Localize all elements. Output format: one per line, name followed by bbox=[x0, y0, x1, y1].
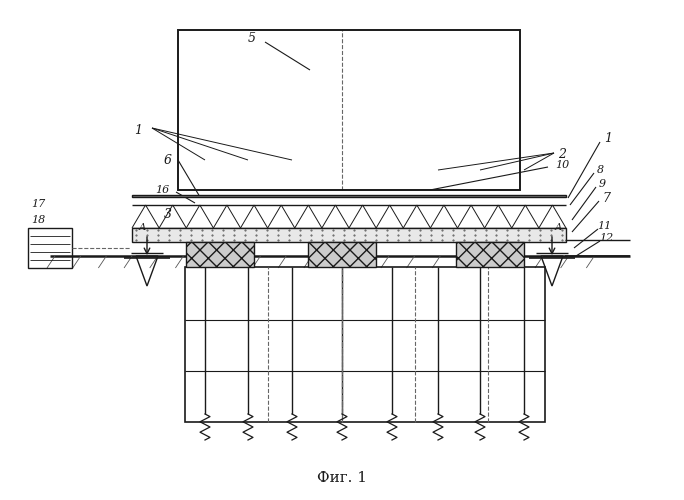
Bar bbox=[28, 228, 72, 268]
Text: А: А bbox=[554, 224, 562, 232]
Bar bbox=[132, 228, 566, 242]
Text: 1: 1 bbox=[604, 132, 612, 144]
Bar bbox=[456, 242, 524, 267]
Text: 1: 1 bbox=[134, 124, 142, 136]
Bar bbox=[308, 242, 376, 267]
Text: 5: 5 bbox=[248, 32, 256, 44]
Text: 6: 6 bbox=[164, 154, 172, 166]
Text: 8: 8 bbox=[596, 165, 603, 175]
Text: 11: 11 bbox=[597, 221, 611, 231]
Text: 2: 2 bbox=[558, 148, 566, 162]
Bar bbox=[186, 242, 254, 267]
Bar bbox=[185, 267, 545, 422]
Text: А: А bbox=[138, 224, 146, 232]
Text: 17: 17 bbox=[31, 199, 45, 209]
Text: 9: 9 bbox=[598, 179, 605, 189]
Text: 10: 10 bbox=[555, 160, 569, 170]
Text: Фиг. 1: Фиг. 1 bbox=[317, 471, 367, 485]
Text: 3: 3 bbox=[164, 208, 172, 222]
Text: 7: 7 bbox=[602, 192, 610, 204]
Text: 12: 12 bbox=[599, 233, 613, 243]
Text: 18: 18 bbox=[31, 215, 45, 225]
Bar bbox=[132, 195, 566, 197]
Text: 16: 16 bbox=[155, 185, 169, 195]
Bar bbox=[178, 30, 520, 190]
